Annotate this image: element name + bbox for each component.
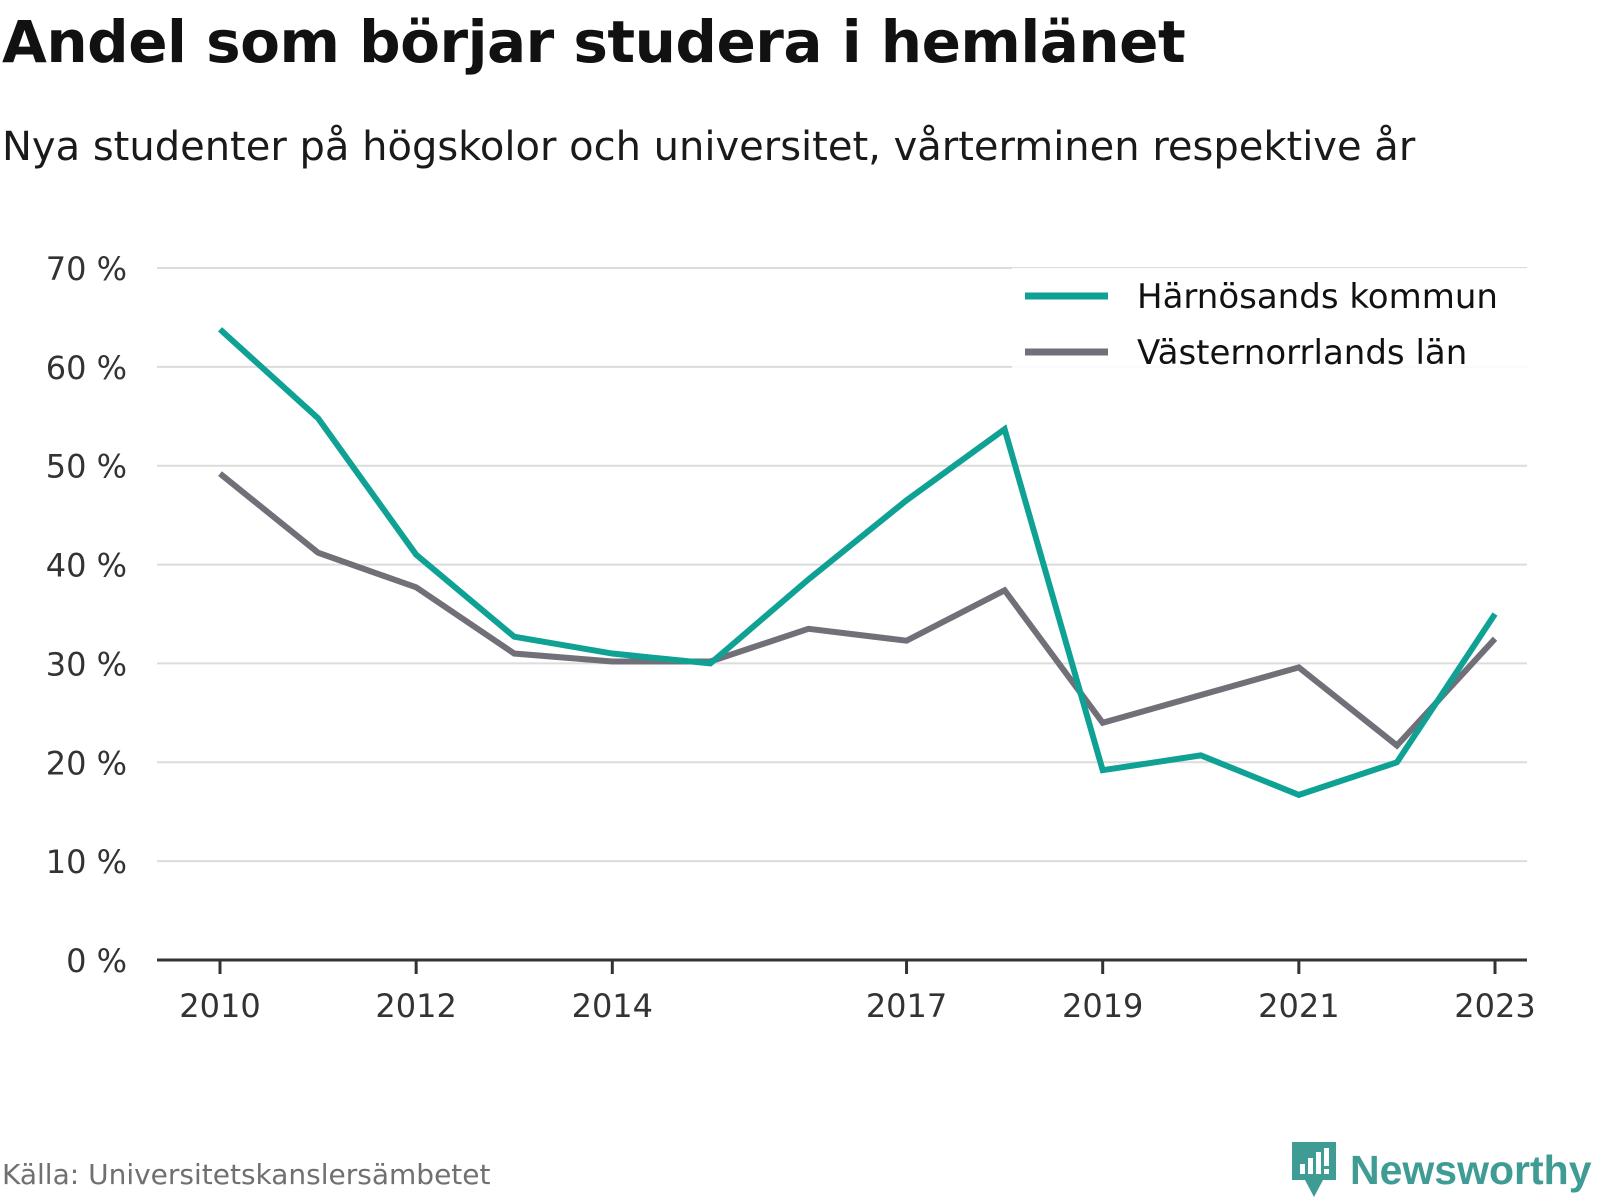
- x-tick-label: 2019: [1062, 987, 1143, 1025]
- series-line-harnosand: [217, 327, 1498, 799]
- x-tick-label: 2017: [866, 987, 947, 1025]
- y-tick-label: 10 %: [46, 843, 127, 881]
- brand-logo: Newsworthy: [1290, 1140, 1592, 1200]
- x-axis: [157, 958, 1527, 974]
- line-chart: 0 % 10 % 20 % 30 % 40 % 50 % 60 % 70 % 2010 2012…: [46, 250, 1536, 1025]
- y-tick-label: 40 %: [46, 547, 127, 585]
- chart-subtitle: Nya studenter på högskolor och universit…: [2, 124, 1416, 170]
- legend: Härnösands kommun Västernorrlands län: [1012, 268, 1527, 378]
- y-tick-label: 0 %: [66, 942, 127, 980]
- y-tick-label: 50 %: [46, 448, 127, 486]
- y-tick-label: 20 %: [46, 744, 127, 782]
- y-tick-label: 70 %: [46, 250, 127, 288]
- x-tick-label: 2023: [1454, 987, 1535, 1025]
- brand-name: Newsworthy: [1350, 1146, 1592, 1193]
- x-tick-label: 2021: [1258, 987, 1339, 1025]
- x-tick-label: 2010: [179, 987, 260, 1025]
- legend-label: Härnösands kommun: [1137, 277, 1498, 317]
- newsworthy-logo-icon: [1292, 1142, 1336, 1197]
- source-note: Källa: Universitetskanslersämbetet: [2, 1158, 491, 1191]
- y-tick-label: 60 %: [46, 349, 127, 387]
- x-tick-label: 2014: [572, 987, 653, 1025]
- series-lines: [217, 327, 1498, 799]
- x-tick-label: 2012: [375, 987, 456, 1025]
- chart-title: Andel som börjar studera i hemlänet: [2, 8, 1186, 76]
- y-axis-tick-labels: 0 % 10 % 20 % 30 % 40 % 50 % 60 % 70 %: [46, 250, 127, 980]
- legend-background: [1012, 268, 1527, 378]
- legend-label: Västernorrlands län: [1137, 333, 1467, 373]
- x-axis-tick-labels: 2010 2012 2014 2017 2019 2021 2023: [179, 987, 1535, 1025]
- series-line-vasternorrland: [218, 471, 1498, 750]
- y-tick-label: 30 %: [46, 645, 127, 683]
